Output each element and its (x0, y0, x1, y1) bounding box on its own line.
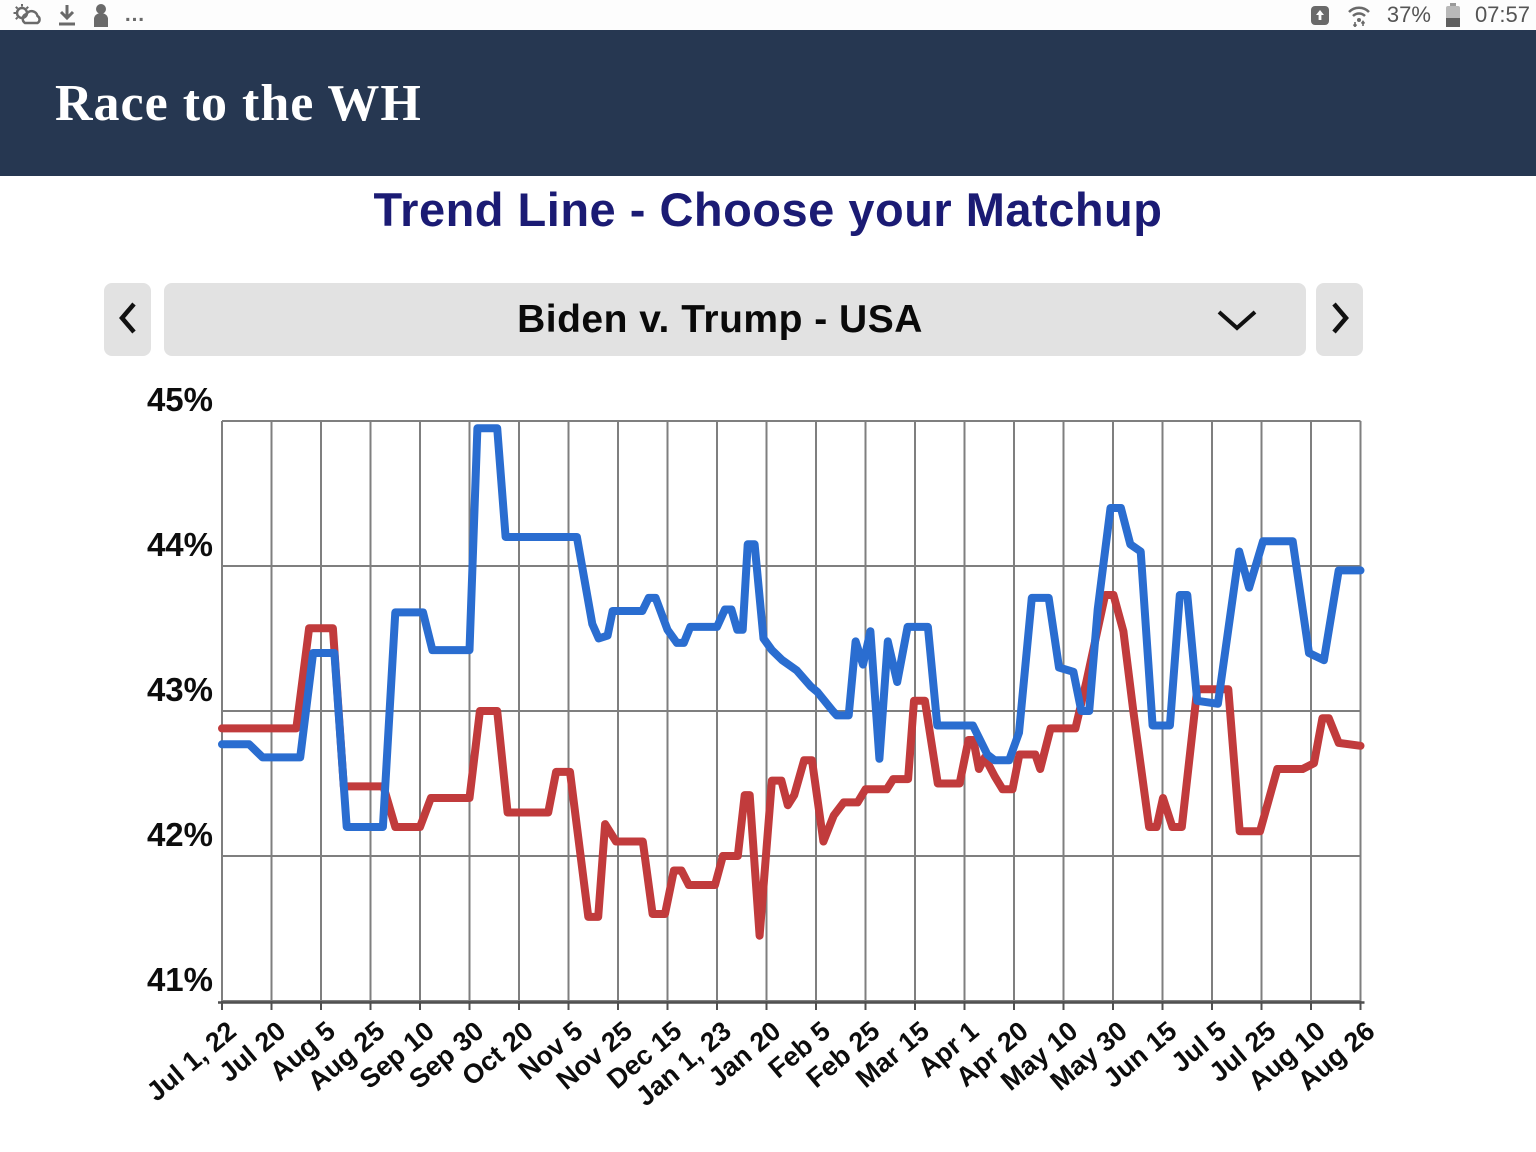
y-axis-tick-label: 41% (147, 961, 213, 998)
next-matchup-button[interactable] (1316, 283, 1363, 356)
wifi-icon (1345, 3, 1373, 27)
battery-icon (1445, 2, 1461, 28)
site-title: Race to the WH (55, 74, 422, 132)
y-axis-tick-label: 45% (147, 381, 213, 418)
matchup-select-dropdown[interactable]: Biden v. Trump - USA (164, 283, 1306, 356)
battery-saver-icon (1309, 3, 1331, 27)
status-bar: … 37% 07:57 (0, 0, 1536, 30)
weather-icon (12, 3, 42, 27)
clock: 07:57 (1474, 2, 1530, 27)
trend-line-trump (218, 591, 1365, 940)
trend-line-biden (218, 424, 1365, 831)
y-axis-tick-label: 42% (147, 816, 213, 853)
chevron-left-icon (118, 301, 137, 338)
download-icon (56, 3, 78, 27)
chevron-right-icon (1331, 301, 1349, 338)
person-icon (92, 3, 110, 27)
previous-matchup-button[interactable] (104, 283, 151, 356)
more-notifications-icon: … (124, 3, 147, 26)
chevron-down-icon (1216, 309, 1258, 338)
site-header: Race to the WH (0, 30, 1536, 176)
page-title: Trend Line - Choose your Matchup (373, 183, 1163, 236)
matchup-selector-row: Biden v. Trump - USA (0, 283, 1536, 356)
battery-percent: 37% (1386, 2, 1431, 27)
matchup-select-value: Biden v. Trump - USA (517, 297, 923, 341)
y-axis-tick-label: 43% (147, 671, 213, 708)
y-axis-tick-label: 44% (147, 526, 213, 563)
